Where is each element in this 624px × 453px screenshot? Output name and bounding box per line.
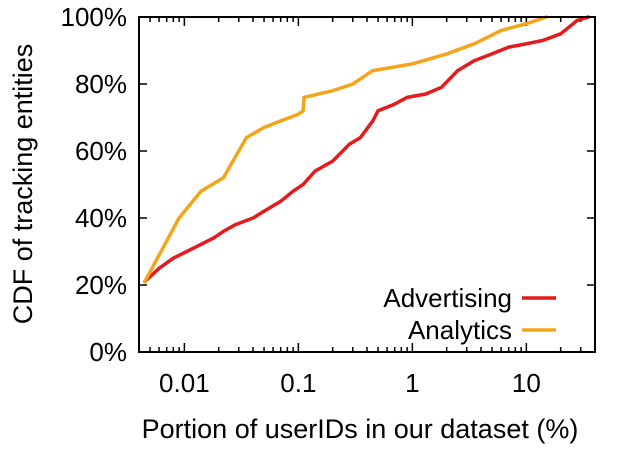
x-tick-label: 0.1: [280, 368, 316, 398]
x-axis-ticks: 0.01 0.1 1 10: [138, 17, 596, 398]
legend-label: Analytics: [408, 315, 512, 345]
x-tick-label: 10: [512, 368, 541, 398]
y-tick-label: 100%: [61, 2, 128, 32]
series-line-advertising: [143, 15, 591, 284]
x-tick-label: 1: [405, 368, 419, 398]
y-tick-label: 60%: [75, 136, 127, 166]
y-axis-ticks: 0% 20% 40% 60% 80% 100%: [61, 2, 595, 367]
x-tick-label: 0.01: [159, 368, 210, 398]
x-axis-title: Portion of userIDs in our dataset (%): [142, 414, 579, 444]
series-layer: [143, 15, 591, 284]
y-tick-label: 40%: [75, 203, 127, 233]
series-line-analytics: [143, 15, 549, 284]
y-axis-title: CDF of tracking entities: [8, 44, 38, 325]
y-tick-label: 80%: [75, 69, 127, 99]
plot-area-frame: [138, 16, 596, 353]
y-tick-label: 20%: [75, 270, 127, 300]
y-tick-label: 0%: [89, 337, 127, 367]
legend-label: Advertising: [383, 283, 512, 313]
